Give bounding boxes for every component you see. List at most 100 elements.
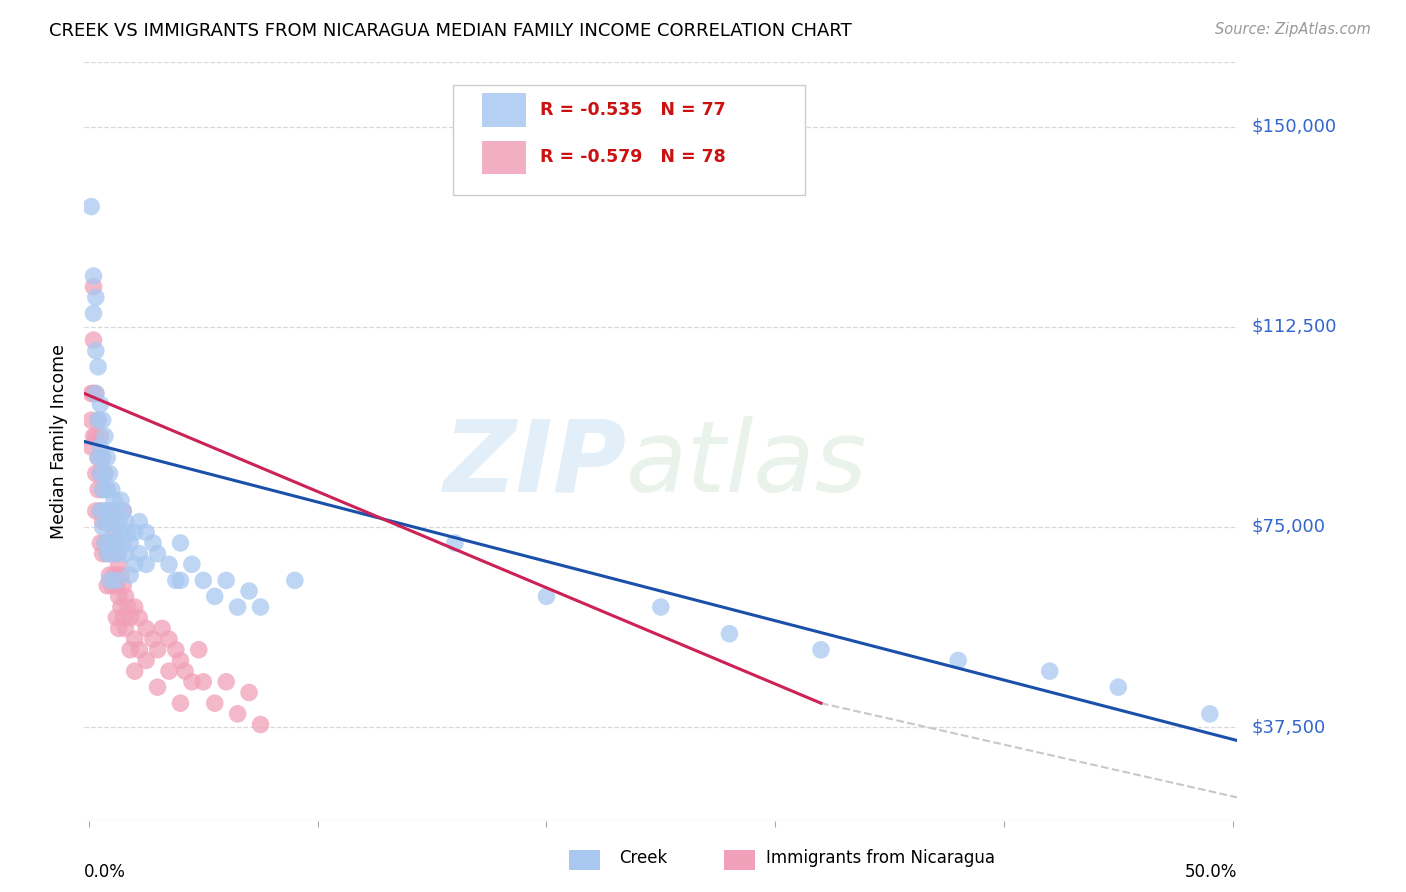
Point	[98, 504, 121, 518]
Point	[91, 520, 114, 534]
Point	[94, 504, 117, 518]
Text: Immigrants from Nicaragua: Immigrants from Nicaragua	[766, 849, 995, 867]
Point	[215, 574, 238, 588]
Point	[157, 632, 180, 646]
Point	[94, 536, 117, 550]
Point	[91, 413, 114, 427]
Point	[91, 450, 114, 465]
Point	[112, 611, 135, 625]
Y-axis label: Median Family Income: Median Family Income	[51, 344, 69, 539]
Point	[135, 525, 157, 540]
Point	[120, 611, 142, 625]
Point	[87, 483, 110, 497]
Point	[193, 674, 215, 689]
Point	[89, 536, 111, 550]
Point	[128, 642, 150, 657]
Point	[94, 536, 117, 550]
Point	[238, 685, 260, 699]
Point	[187, 642, 209, 657]
Point	[204, 590, 226, 604]
Point	[124, 632, 146, 646]
Text: $75,000: $75,000	[1251, 518, 1326, 536]
Point	[238, 584, 260, 599]
Point	[80, 386, 103, 401]
Point	[105, 574, 128, 588]
Point	[284, 574, 307, 588]
Point	[101, 520, 124, 534]
Point	[84, 504, 107, 518]
Point	[157, 558, 180, 572]
Point	[180, 558, 202, 572]
Point	[650, 600, 672, 615]
Point	[110, 568, 132, 582]
FancyBboxPatch shape	[482, 141, 526, 174]
Point	[101, 515, 124, 529]
Point	[124, 664, 146, 678]
Point	[91, 450, 114, 465]
Point	[117, 600, 139, 615]
FancyBboxPatch shape	[482, 93, 526, 127]
Point	[103, 525, 125, 540]
Point	[83, 268, 105, 283]
Point	[114, 515, 136, 529]
Point	[89, 397, 111, 411]
Point	[89, 440, 111, 454]
Point	[103, 536, 125, 550]
Point	[110, 600, 132, 615]
Point	[83, 386, 105, 401]
Point	[101, 547, 124, 561]
Point	[94, 467, 117, 481]
Point	[98, 504, 121, 518]
Point	[83, 279, 105, 293]
Point	[810, 642, 832, 657]
Point	[84, 467, 107, 481]
Point	[87, 450, 110, 465]
Point	[135, 622, 157, 636]
Point	[101, 547, 124, 561]
Point	[91, 547, 114, 561]
Point	[103, 493, 125, 508]
Point	[84, 386, 107, 401]
Text: CREEK VS IMMIGRANTS FROM NICARAGUA MEDIAN FAMILY INCOME CORRELATION CHART: CREEK VS IMMIGRANTS FROM NICARAGUA MEDIA…	[49, 22, 852, 40]
Point	[1107, 680, 1129, 694]
Point	[128, 547, 150, 561]
Point	[107, 547, 129, 561]
Point	[87, 359, 110, 374]
Point	[135, 558, 157, 572]
Point	[146, 680, 169, 694]
Point	[80, 413, 103, 427]
Point	[142, 632, 165, 646]
Point	[84, 386, 107, 401]
Point	[107, 622, 129, 636]
Point	[98, 536, 121, 550]
Point	[83, 306, 105, 320]
Point	[124, 600, 146, 615]
Point	[89, 467, 111, 481]
Point	[98, 574, 121, 588]
Point	[96, 483, 118, 497]
Point	[91, 483, 114, 497]
Point	[101, 579, 124, 593]
Point	[89, 429, 111, 443]
Point	[87, 413, 110, 427]
Point	[105, 611, 128, 625]
Text: atlas: atlas	[626, 416, 868, 513]
Point	[87, 450, 110, 465]
Point	[165, 642, 187, 657]
Point	[536, 590, 558, 604]
Point	[105, 504, 128, 518]
Point	[89, 504, 111, 518]
Point	[94, 429, 117, 443]
Text: 0.0%: 0.0%	[84, 863, 127, 881]
Point	[91, 483, 114, 497]
Point	[98, 568, 121, 582]
Point	[84, 343, 107, 358]
Text: $112,500: $112,500	[1251, 318, 1337, 335]
Point	[169, 574, 191, 588]
Point	[150, 622, 173, 636]
Text: Creek: Creek	[619, 849, 666, 867]
Point	[114, 590, 136, 604]
Point	[169, 536, 191, 550]
Point	[142, 536, 165, 550]
Point	[1039, 664, 1062, 678]
